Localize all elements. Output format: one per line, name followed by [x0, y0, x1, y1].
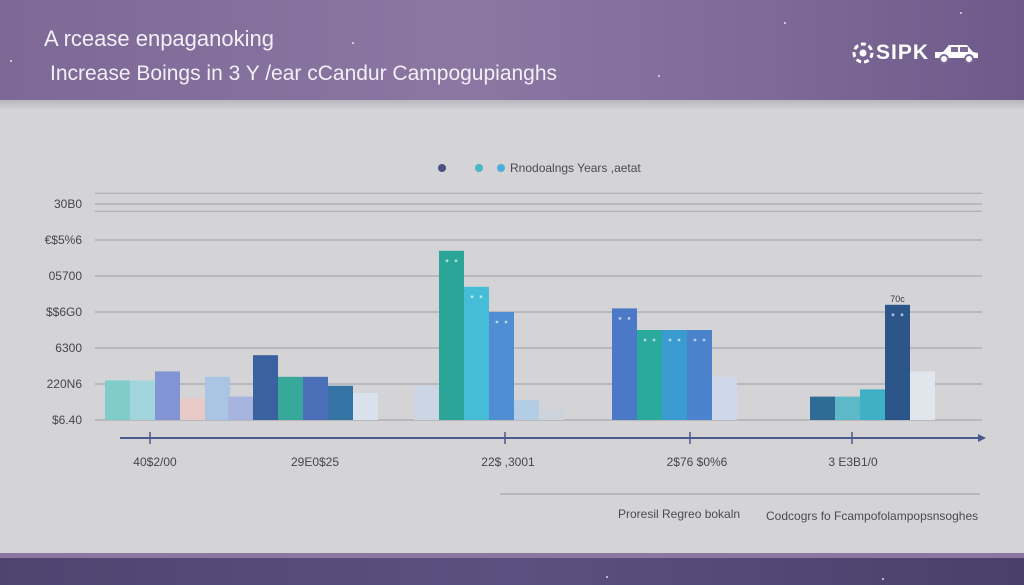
- bar: [414, 385, 439, 420]
- y-tick-label: 6300: [55, 341, 82, 355]
- bar: [439, 250, 464, 420]
- bar-highlight: [627, 317, 631, 320]
- bar-highlight: [677, 338, 681, 342]
- star-decoration: [960, 12, 962, 14]
- bar: [278, 376, 303, 420]
- chart-title: Increase Boings in 3 Y /ear cCandur Camp…: [50, 62, 558, 85]
- star-decoration: [658, 75, 660, 77]
- annotations: 70c: [890, 294, 905, 304]
- bar: [353, 393, 378, 420]
- bar-highlight: [454, 259, 458, 263]
- bar-highlight: [668, 338, 672, 342]
- source-notes: Proresil Regreo bokaln Codcogrs fo Fcamp…: [500, 493, 980, 523]
- star-decoration: [882, 578, 884, 580]
- gear-swirl-icon: [852, 42, 874, 64]
- x-tick-labels: 40$2/00 29E0$25 22$ ,3001 2$76 $0%6 3 E3B1/0: [133, 455, 878, 469]
- x-axis-arrow: [978, 434, 986, 442]
- bar: [328, 385, 353, 420]
- bar: [303, 376, 328, 420]
- legend-marker: [438, 164, 446, 172]
- bar: [612, 308, 637, 420]
- bar-highlight: [445, 259, 449, 263]
- bar: [687, 330, 712, 420]
- y-axis: $6.40 220N6 6300 $$6G0 05700 €$5%6 30B0: [45, 197, 83, 427]
- bar-highlight: [618, 317, 622, 320]
- footer-band: [0, 553, 1024, 559]
- car-icon: [935, 45, 979, 64]
- bar-highlight: [504, 320, 508, 324]
- bar-highlight: [652, 338, 656, 342]
- x-tick-label: 29E0$25: [291, 455, 339, 469]
- bar-highlight: [643, 338, 647, 342]
- star-decoration: [352, 42, 354, 44]
- header-shadow: [0, 100, 1024, 110]
- legend: Rnodoalngs Years ,aetat: [438, 161, 641, 175]
- bar: [464, 286, 489, 420]
- bar-highlight: [891, 313, 895, 317]
- source-right: Codcogrs fo Fcampofolampopsnsoghes: [766, 509, 978, 523]
- y-tick-label: 05700: [49, 269, 83, 283]
- bar: [180, 398, 205, 420]
- bar-highlight: [495, 320, 499, 324]
- bar: [228, 396, 253, 420]
- x-tick-label: 2$76 $0%6: [667, 455, 728, 469]
- logo-text: SIPK: [876, 41, 930, 64]
- bar: [539, 409, 564, 420]
- chart-supertitle: A rcease enpaganoking: [44, 26, 274, 51]
- bar-highlight: [479, 295, 483, 299]
- bar: [253, 355, 278, 420]
- bars-layer: [105, 250, 935, 420]
- x-tick-label: 22$ ,3001: [481, 455, 535, 469]
- legend-marker: [497, 164, 505, 172]
- bar: [835, 396, 860, 420]
- bar: [514, 400, 539, 420]
- bar-highlight: [693, 338, 697, 342]
- bar-annotation: 70c: [890, 294, 905, 304]
- star-decoration: [606, 576, 608, 578]
- y-tick-label: $6.40: [52, 413, 82, 427]
- x-tick-label: 3 E3B1/0: [828, 455, 878, 469]
- y-tick-label: $$6G0: [46, 305, 82, 319]
- gridlines: [95, 192, 982, 421]
- x-axis: [120, 432, 986, 444]
- header-banner: A rcease enpaganoking Increase Boings in…: [0, 0, 1024, 100]
- legend-marker: [475, 164, 483, 172]
- bar: [130, 380, 155, 420]
- bar: [489, 312, 514, 420]
- footer-bar: [0, 558, 1024, 585]
- bar-highlight: [470, 295, 474, 299]
- bar-highlight: [900, 313, 904, 317]
- bar: [105, 380, 130, 420]
- source-left: Proresil Regreo bokaln: [618, 507, 740, 521]
- x-tick-label: 40$2/00: [133, 455, 177, 469]
- brand-logo: SIPK: [852, 38, 981, 68]
- bar: [910, 371, 935, 420]
- bar: [662, 330, 687, 420]
- bar: [637, 330, 662, 420]
- bar: [860, 389, 885, 420]
- legend-label: Rnodoalngs Years ,aetat: [510, 161, 641, 175]
- y-tick-label: 220N6: [47, 377, 83, 391]
- bar-highlight: [702, 338, 706, 342]
- bar: [155, 371, 180, 420]
- y-tick-label: €$5%6: [45, 233, 83, 247]
- star-decoration: [784, 22, 786, 24]
- bar: [885, 304, 910, 420]
- bar: [712, 376, 737, 420]
- star-decoration: [10, 60, 12, 62]
- y-tick-label: 30B0: [54, 197, 82, 211]
- bar: [810, 396, 835, 420]
- bar: [205, 376, 230, 420]
